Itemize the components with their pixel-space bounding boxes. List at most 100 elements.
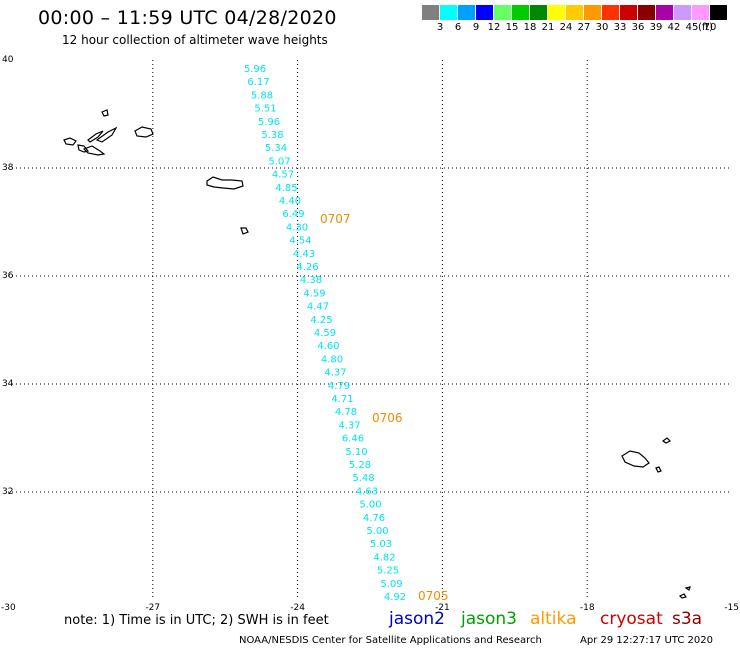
swh-value: 5.96 <box>244 64 266 75</box>
legend-swatch <box>458 5 475 20</box>
swh-value: 4.78 <box>335 407 357 418</box>
lon-tick-label: -27 <box>145 603 160 613</box>
swh-value: 4.37 <box>324 368 346 379</box>
swh-value: 5.25 <box>377 566 399 577</box>
island-outline <box>661 437 672 444</box>
island-outline <box>134 126 154 138</box>
legend-swatch <box>692 5 709 20</box>
swh-value: 5.88 <box>251 90 273 101</box>
pass-time-label: 0706 <box>372 411 403 425</box>
lon-tick-label: -21 <box>435 603 450 613</box>
legend-swatch <box>620 5 637 20</box>
lon-tick-label: -30 <box>1 603 16 613</box>
swh-value: 5.34 <box>265 143 287 154</box>
swh-value: 5.03 <box>370 539 392 550</box>
legend-label: 36 <box>631 22 645 33</box>
legend-swatch <box>602 5 619 20</box>
island-outline <box>95 126 118 143</box>
page-title: 00:00 – 11:59 UTC 04/28/2020 <box>38 7 337 29</box>
island-outline <box>206 176 244 190</box>
swh-value: 4.37 <box>338 420 360 431</box>
satellite-label-s3a: s3a <box>672 609 703 629</box>
swh-value: 5.48 <box>352 473 374 484</box>
swh-value: 4.30 <box>286 222 308 233</box>
swh-value: 4.63 <box>356 486 378 497</box>
swh-value: 4.47 <box>307 302 329 313</box>
legend-swatch <box>494 5 511 20</box>
lon-tick-label: -24 <box>290 603 305 613</box>
swh-value: 4.92 <box>384 592 406 603</box>
swh-value: 6.49 <box>282 209 304 220</box>
swh-track: 5.96 6.17 5.88 5.51 5.96 5.38 5.34 5.07 4.57 4.85… <box>244 64 406 603</box>
swh-value: 6.46 <box>342 434 364 445</box>
swh-value: 4.71 <box>331 394 353 405</box>
island-outline <box>101 109 109 117</box>
legend-swatch <box>674 5 691 20</box>
satellite-label-jason3: jason3 <box>461 609 517 629</box>
swh-value: 5.00 <box>366 526 388 537</box>
swh-value: 5.07 <box>268 156 290 167</box>
color-legend: 3 6 9 12 15 18 21 24 27 30 33 36 39 42 45 70 (ft) <box>422 5 730 35</box>
legend-swatch <box>422 5 439 20</box>
swh-value: 4.40 <box>279 196 301 207</box>
legend-swatch <box>440 5 457 20</box>
legend-label: 12 <box>487 22 501 33</box>
swh-value: 5.28 <box>349 460 371 471</box>
footer-timestamp: Apr 29 12:27:17 UTC 2020 <box>580 635 713 646</box>
swh-value: 4.38 <box>300 275 322 286</box>
lon-tick-label: -18 <box>580 603 595 613</box>
legend-swatch <box>476 5 493 20</box>
lat-tick-label: 32 <box>2 487 13 497</box>
swh-value: 6.17 <box>247 77 269 88</box>
legend-label: 30 <box>595 22 609 33</box>
island-outline <box>82 145 106 156</box>
lat-tick-label: 36 <box>2 271 14 281</box>
legend-swatch <box>656 5 673 20</box>
swh-value: 4.25 <box>310 315 332 326</box>
swh-value: 4.26 <box>296 262 318 273</box>
swh-value: 4.85 <box>275 183 297 194</box>
swh-value: 4.82 <box>373 552 395 563</box>
swh-value: 4.43 <box>293 249 315 260</box>
island-outline <box>87 130 104 143</box>
swh-value: 4.57 <box>272 170 294 181</box>
island-outline <box>63 137 77 146</box>
pass-time-label: 0707 <box>320 212 351 226</box>
legend-swatch <box>566 5 583 20</box>
satellite-label-jason2: jason2 <box>389 609 445 629</box>
page-subtitle: 12 hour collection of altimeter wave hei… <box>62 33 328 47</box>
axis-ticks: -30 -27 -24 -21 -18 -15 40 38 36 34 32 <box>1 55 739 613</box>
island-outline <box>655 466 662 473</box>
pass-time-labels: 0707 0706 0705 <box>320 212 449 603</box>
lat-tick-label: 38 <box>2 163 14 173</box>
legend-label: 21 <box>541 22 555 33</box>
units-note: note: 1) Time is in UTC; 2) SWH is in fe… <box>64 613 329 628</box>
swh-value: 4.79 <box>328 381 350 392</box>
legend-swatch <box>638 5 655 20</box>
lat-tick-label: 34 <box>2 379 14 389</box>
swh-value: 4.80 <box>321 354 343 365</box>
swh-value: 4.59 <box>314 328 336 339</box>
legend-swatch <box>512 5 529 20</box>
legend-swatch <box>530 5 547 20</box>
legend-unit: (ft) <box>698 22 714 33</box>
legend-swatch <box>584 5 601 20</box>
lon-tick-label: -15 <box>724 603 739 613</box>
legend-label: 70 <box>703 22 717 33</box>
legend-label: 6 <box>454 22 462 33</box>
coastline-islands <box>63 109 691 599</box>
pass-time-label: 0705 <box>418 589 449 603</box>
island-outline <box>684 586 691 591</box>
swh-value: 5.38 <box>261 130 283 141</box>
lat-tick-label: 40 <box>2 55 14 65</box>
swh-value: 5.10 <box>345 447 367 458</box>
legend-swatch <box>710 5 727 20</box>
swh-value: 4.59 <box>303 288 325 299</box>
legend-label: 45 <box>685 22 699 33</box>
legend-swatch <box>548 5 565 20</box>
swh-value: 4.76 <box>363 513 385 524</box>
legend-label: 9 <box>472 22 480 33</box>
swh-value: 5.09 <box>380 579 402 590</box>
